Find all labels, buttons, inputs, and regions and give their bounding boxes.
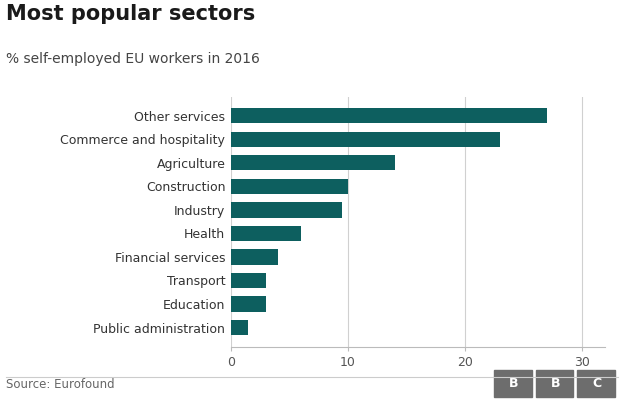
Text: Source: Eurofound: Source: Eurofound: [6, 378, 115, 391]
Bar: [231, 249, 278, 265]
Bar: [231, 132, 500, 147]
Bar: [231, 155, 394, 170]
Bar: [536, 370, 573, 397]
Text: % self-employed EU workers in 2016: % self-employed EU workers in 2016: [6, 52, 260, 66]
Bar: [231, 296, 266, 312]
Bar: [577, 370, 615, 397]
Text: B: B: [509, 377, 519, 391]
Bar: [494, 370, 532, 397]
Text: B: B: [550, 377, 560, 391]
Bar: [231, 226, 301, 241]
Text: C: C: [592, 377, 602, 391]
Bar: [231, 108, 547, 123]
Bar: [231, 202, 342, 218]
Bar: [231, 320, 248, 335]
Bar: [231, 179, 348, 194]
Text: Most popular sectors: Most popular sectors: [6, 4, 255, 24]
Bar: [231, 273, 266, 288]
